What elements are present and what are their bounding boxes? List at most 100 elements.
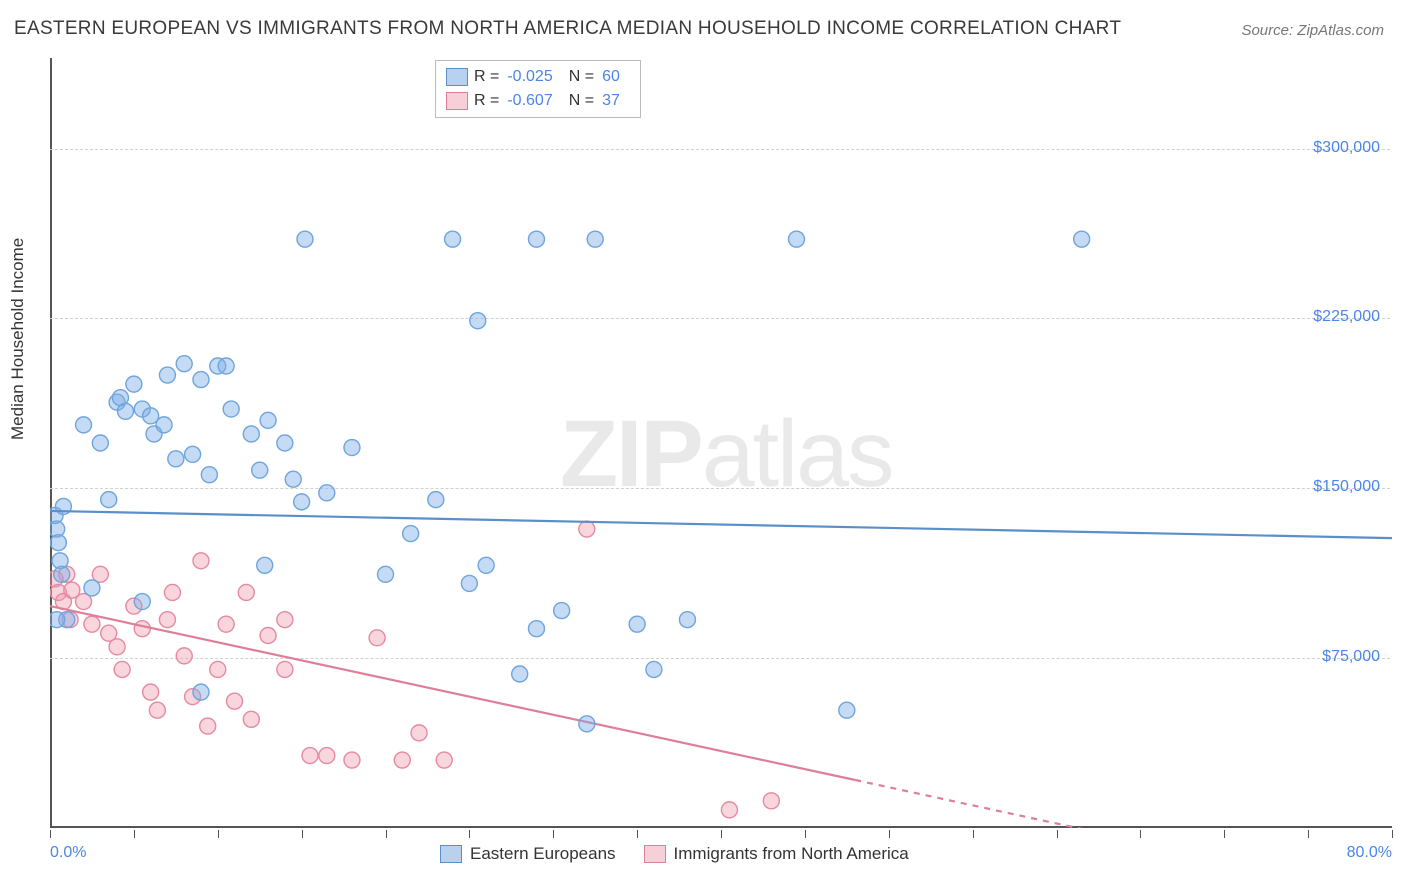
point-a [84, 580, 100, 596]
swatch-eastern-europeans-icon [446, 68, 468, 86]
x-tick [721, 830, 722, 838]
r-label-a: R = [474, 68, 499, 86]
x-tick [302, 830, 303, 838]
point-b [218, 616, 234, 632]
point-a [579, 716, 595, 732]
point-a [294, 494, 310, 510]
point-a [193, 372, 209, 388]
r-label-b: R = [474, 92, 499, 110]
x-tick [1224, 830, 1225, 838]
point-b [763, 793, 779, 809]
point-b [109, 639, 125, 655]
n-label-b: N = [569, 92, 594, 110]
x-tick [50, 830, 51, 838]
legend-item-b: Immigrants from North America [644, 844, 909, 864]
point-b [302, 748, 318, 764]
x-tick [973, 830, 974, 838]
point-a [428, 492, 444, 508]
point-a [277, 435, 293, 451]
point-a [260, 412, 276, 428]
r-value-a: -0.025 [507, 68, 552, 86]
point-a [679, 612, 695, 628]
point-b [436, 752, 452, 768]
point-a [159, 367, 175, 383]
x-tick [218, 830, 219, 838]
point-a [76, 417, 92, 433]
point-a [629, 616, 645, 632]
x-tick [637, 830, 638, 838]
point-b [277, 612, 293, 628]
point-b [369, 630, 385, 646]
point-b [164, 584, 180, 600]
x-axis-max-label: 80.0% [1347, 844, 1392, 862]
legend-label-b: Immigrants from North America [674, 844, 909, 864]
point-b [319, 748, 335, 764]
point-a [185, 446, 201, 462]
n-value-a: 60 [602, 68, 620, 86]
point-b [243, 711, 259, 727]
point-a [257, 557, 273, 573]
point-b [134, 621, 150, 637]
correlation-legend: R = -0.025 N = 60 R = -0.607 N = 37 [435, 60, 641, 118]
x-axis-min-label: 0.0% [50, 844, 86, 862]
point-b [193, 553, 209, 569]
legend-label-a: Eastern Europeans [470, 844, 616, 864]
x-tick [134, 830, 135, 838]
point-a [92, 435, 108, 451]
point-b [411, 725, 427, 741]
point-a [646, 661, 662, 677]
point-a [117, 403, 133, 419]
plot-svg [50, 58, 1392, 828]
point-a [445, 231, 461, 247]
point-b [238, 584, 254, 600]
point-a [101, 492, 117, 508]
point-a [243, 426, 259, 442]
point-a [49, 612, 65, 628]
point-a [344, 440, 360, 456]
x-tick [805, 830, 806, 838]
point-a [839, 702, 855, 718]
swatch-immigrants-na-icon [644, 845, 666, 863]
x-tick [1057, 830, 1058, 838]
source-label: Source: ZipAtlas.com [1241, 22, 1384, 39]
x-tick [1308, 830, 1309, 838]
point-a [587, 231, 603, 247]
point-a [285, 471, 301, 487]
point-a [554, 603, 570, 619]
point-b [394, 752, 410, 768]
point-a [168, 451, 184, 467]
point-a [134, 594, 150, 610]
point-b [579, 521, 595, 537]
regression-line-dashed-b [855, 780, 1392, 892]
n-value-b: 37 [602, 92, 620, 110]
point-b [227, 693, 243, 709]
point-b [176, 648, 192, 664]
point-a [223, 401, 239, 417]
chart-title: EASTERN EUROPEAN VS IMMIGRANTS FROM NORT… [14, 18, 1121, 40]
regression-line-a [50, 511, 1392, 538]
legend-item-a: Eastern Europeans [440, 844, 616, 864]
point-a [156, 417, 172, 433]
point-b [84, 616, 100, 632]
point-a [478, 557, 494, 573]
swatch-immigrants-na-icon [446, 92, 468, 110]
series-legend: Eastern Europeans Immigrants from North … [440, 844, 909, 864]
point-a [788, 231, 804, 247]
x-tick [1392, 830, 1393, 838]
point-a [528, 231, 544, 247]
point-a [54, 566, 70, 582]
point-a [201, 467, 217, 483]
point-b [200, 718, 216, 734]
point-a [218, 358, 234, 374]
point-a [252, 462, 268, 478]
point-b [149, 702, 165, 718]
point-a [403, 526, 419, 542]
y-axis-label: Median Household Income [8, 238, 28, 440]
point-a [528, 621, 544, 637]
point-a [319, 485, 335, 501]
x-tick [469, 830, 470, 838]
point-a [461, 575, 477, 591]
point-b [277, 661, 293, 677]
point-a [378, 566, 394, 582]
regression-line-b [50, 606, 855, 780]
